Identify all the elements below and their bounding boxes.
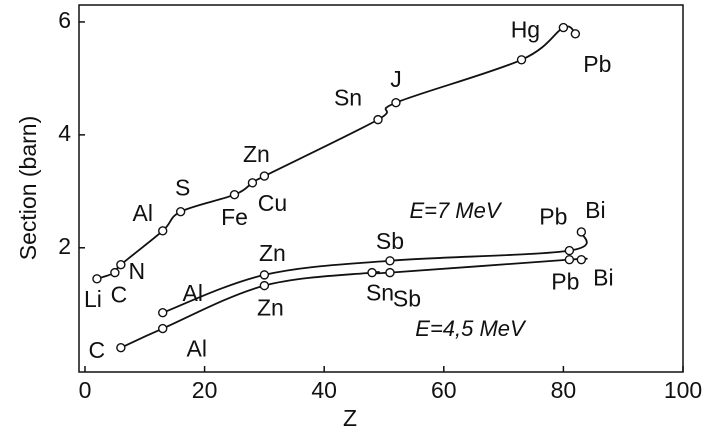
- data-point: [385, 267, 395, 278]
- plot-frame: [78, 4, 684, 373]
- data-point: [576, 227, 587, 237]
- point-label: C: [111, 282, 128, 308]
- point-label: Zn: [259, 240, 286, 266]
- point-label: Sn: [366, 280, 394, 306]
- data-point: [247, 178, 258, 188]
- point-label: Pb: [583, 51, 611, 77]
- data-point: [558, 22, 569, 33]
- point-label: Sn: [334, 85, 362, 111]
- data-point: [92, 274, 102, 284]
- point-label: J: [390, 66, 402, 92]
- fit-curve: [96, 25, 576, 280]
- x-tick-label: 40: [311, 377, 337, 403]
- y-tick-label: 4: [58, 120, 71, 146]
- point-label: Al: [186, 336, 206, 362]
- data-point: [564, 245, 575, 256]
- data-point: [158, 226, 168, 236]
- x-tick-label: 60: [431, 377, 457, 403]
- data-point: [158, 308, 168, 318]
- point-label: Zn: [257, 295, 284, 321]
- y-tick-label: 6: [58, 7, 71, 33]
- point-label: C: [89, 337, 106, 363]
- point-label: Bi: [593, 265, 613, 291]
- series-annotation: E=7 MeV: [409, 198, 502, 223]
- data-point: [175, 206, 186, 217]
- data-point: [385, 256, 395, 266]
- data-point: [516, 55, 527, 65]
- point-label: Al: [132, 200, 152, 226]
- point-label: S: [175, 175, 190, 201]
- point-label: Sb: [393, 286, 421, 312]
- data-point: [391, 97, 401, 108]
- series-annotation: E=4,5 MeV: [415, 316, 527, 341]
- data-point: [373, 114, 383, 125]
- y-tick-label: 2: [58, 233, 71, 259]
- data-point: [564, 254, 575, 265]
- data-point: [110, 267, 120, 278]
- y-axis-label: Section (barn): [15, 116, 41, 260]
- point-label: Li: [84, 286, 102, 312]
- data-point: [259, 171, 270, 181]
- point-label: Hg: [511, 17, 540, 43]
- data-point: [367, 267, 377, 278]
- point-label: Sb: [376, 228, 404, 254]
- data-point: [570, 29, 581, 39]
- point-label: Pb: [551, 269, 579, 295]
- x-axis-label: Z: [343, 405, 357, 431]
- data-point: [259, 280, 270, 291]
- x-tick-label: 20: [192, 377, 218, 403]
- point-label: Fe: [221, 204, 248, 230]
- point-label: Cu: [258, 190, 287, 216]
- x-tick-label: 80: [551, 377, 577, 403]
- data-point: [116, 343, 126, 353]
- point-label: Pb: [539, 204, 567, 230]
- data-point: [158, 323, 168, 334]
- point-label: Zn: [243, 141, 270, 167]
- x-tick-label: 0: [79, 377, 92, 403]
- point-label: Bi: [585, 197, 605, 223]
- data-point: [576, 254, 587, 265]
- data-point: [116, 260, 126, 270]
- data-point: [229, 190, 240, 200]
- x-tick-label: 100: [664, 377, 702, 403]
- data-point: [259, 270, 270, 280]
- point-label: Al: [182, 280, 202, 306]
- point-label: N: [129, 258, 146, 284]
